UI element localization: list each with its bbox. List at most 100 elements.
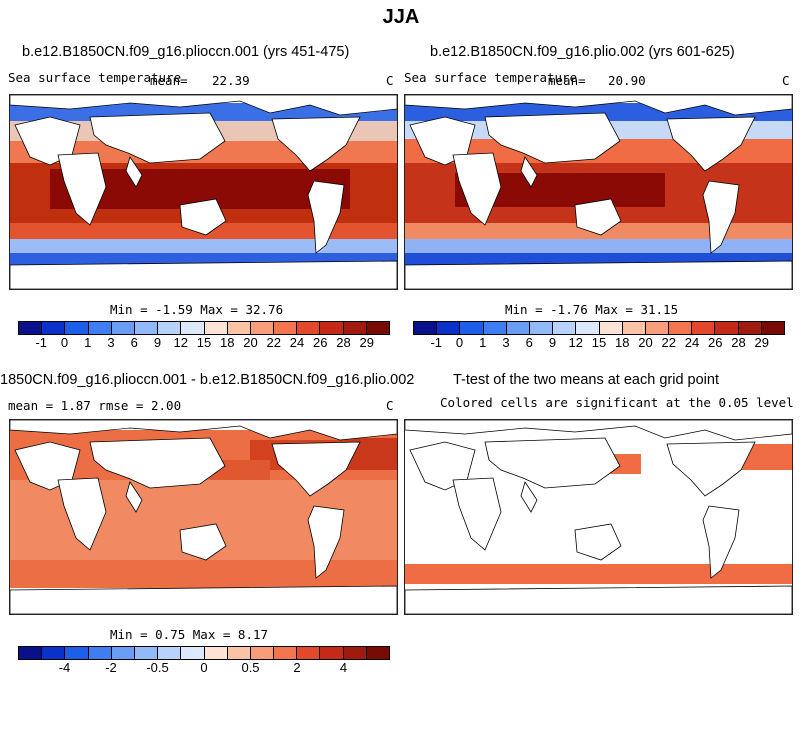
colorbar-segment [88,647,112,659]
colorbar-segment [274,322,298,334]
colorbar-tick-label: 4 [339,660,348,675]
panel2-mean-value: 20.90 [608,73,646,88]
panel2-colorbar-ticks: -1 0 1 3 6 9 12 15 18 20 22 24 26 28 29 [413,335,783,351]
colorbar-tick-label: 15 [196,335,212,350]
panel2-mean-label: mean= [548,73,586,88]
colorbar-tick-label: 29 [754,335,769,350]
colorbar-segment [297,647,321,659]
colorbar-tick-label: 0 [200,660,208,675]
panel4-subtitle: Colored cells are significant at the 0.0… [440,395,794,410]
colorbar-tick-label: 1 [479,335,487,350]
colorbar-segment [134,322,159,334]
colorbar-segment [669,322,693,334]
panel1-colorbar [18,321,390,335]
colorbar-segment [366,647,389,659]
panel3-colorbar [18,646,390,660]
colorbar-segment [320,647,344,659]
colorbar-segment [111,322,135,334]
colorbar-segment [42,647,66,659]
colorbar-segment [483,322,507,334]
panel3-title: 1850CN.f09_g16.plioccn.001 - b.e12.B1850… [0,372,415,388]
colorbar-segment [343,322,367,334]
colorbar-segment [88,322,112,334]
colorbar-tick-label: 6 [130,335,138,350]
colorbar-tick-label: -2 [105,660,117,675]
panel1-colorbar-ticks: -1 0 1 3 6 9 12 15 18 20 22 24 26 28 29 [18,335,388,351]
panel3-map [9,419,398,615]
colorbar-tick-label: 22 [661,335,676,350]
panel2-colorbar [413,321,785,335]
colorbar-segment [599,322,623,334]
colorbar-segment [204,647,228,659]
colorbar-tick-label: 26 [313,335,328,350]
colorbar-segment [19,647,43,659]
colorbar-segment [343,647,367,659]
colorbar-tick-label: 24 [289,335,305,350]
colorbar-segment [576,322,600,334]
colorbar-segment [65,322,89,334]
colorbar-tick-label: 18 [615,335,630,350]
panel2-units: C [782,73,790,88]
colorbar-tick-label: -1 [35,335,48,350]
colorbar-segment [250,322,275,334]
colorbar-segment [297,322,321,334]
panel1-title: b.e12.B1850CN.f09_g16.plioccn.001 (yrs 4… [22,44,350,60]
colorbar-segment [111,647,135,659]
colorbar-segment [437,322,461,334]
colorbar-segment [204,322,228,334]
panel2-map [404,94,793,290]
colorbar-tick-label: 2 [293,660,301,675]
colorbar-segment [181,322,205,334]
colorbar-segment [158,647,182,659]
season-title: JJA [382,6,420,28]
panel1-mean-value: 22.39 [212,73,250,88]
colorbar-segment [645,322,670,334]
colorbar-tick-label: -1 [430,335,443,350]
colorbar-tick-label: 15 [591,335,607,350]
panel1-mean-label: mean= [150,73,188,88]
panel1-map [9,94,398,290]
colorbar-segment [715,322,739,334]
panel3-units: C [386,398,394,413]
panel2-minmax: Min = -1.76 Max = 31.15 [505,302,679,317]
colorbar-segment [738,322,762,334]
panel3-colorbar-ticks: -4 -2 -0.5 0 0.5 2 4 [18,660,388,676]
colorbar-tick-label: 28 [336,335,351,350]
panel3-stats: mean = 1.87 rmse = 2.00 [8,398,182,413]
colorbar-segment [622,322,646,334]
colorbar-tick-label: 12 [173,335,188,350]
colorbar-tick-label: 20 [638,335,653,350]
colorbar-segment [414,322,438,334]
colorbar-tick-label: -4 [58,660,71,675]
colorbar-segment [227,322,251,334]
colorbar-segment [181,647,205,659]
colorbar-tick-label: 26 [708,335,723,350]
panel1-minmax: Min = -1.59 Max = 32.76 [110,302,284,317]
panel1-variable: Sea surface temperature [8,70,182,85]
colorbar-tick-label: 29 [359,335,374,350]
colorbar-tick-label: 0 [455,335,464,350]
colorbar-tick-label: 9 [548,335,557,350]
panel2-title: b.e12.B1850CN.f09_g16.plio.002 (yrs 601-… [430,44,735,60]
colorbar-tick-label: 6 [525,335,533,350]
colorbar-segment [692,322,716,334]
colorbar-segment [529,322,554,334]
colorbar-tick-label: 3 [502,335,510,350]
colorbar-segment [250,647,275,659]
colorbar-segment [506,322,530,334]
panel2-variable: Sea surface temperature [404,70,578,85]
colorbar-segment [366,322,389,334]
panel1-units: C [386,73,394,88]
panel4-map [404,419,793,615]
colorbar-tick-label: 0.5 [241,660,260,675]
colorbar-tick-label: 24 [684,335,700,350]
colorbar-segment [320,322,344,334]
colorbar-tick-label: 28 [731,335,746,350]
colorbar-segment [761,322,784,334]
colorbar-segment [134,647,159,659]
colorbar-segment [42,322,66,334]
colorbar-segment [553,322,577,334]
panel3-minmax: Min = 0.75 Max = 8.17 [110,627,269,642]
colorbar-tick-label: -0.5 [146,660,169,675]
colorbar-tick-label: 1 [84,335,92,350]
